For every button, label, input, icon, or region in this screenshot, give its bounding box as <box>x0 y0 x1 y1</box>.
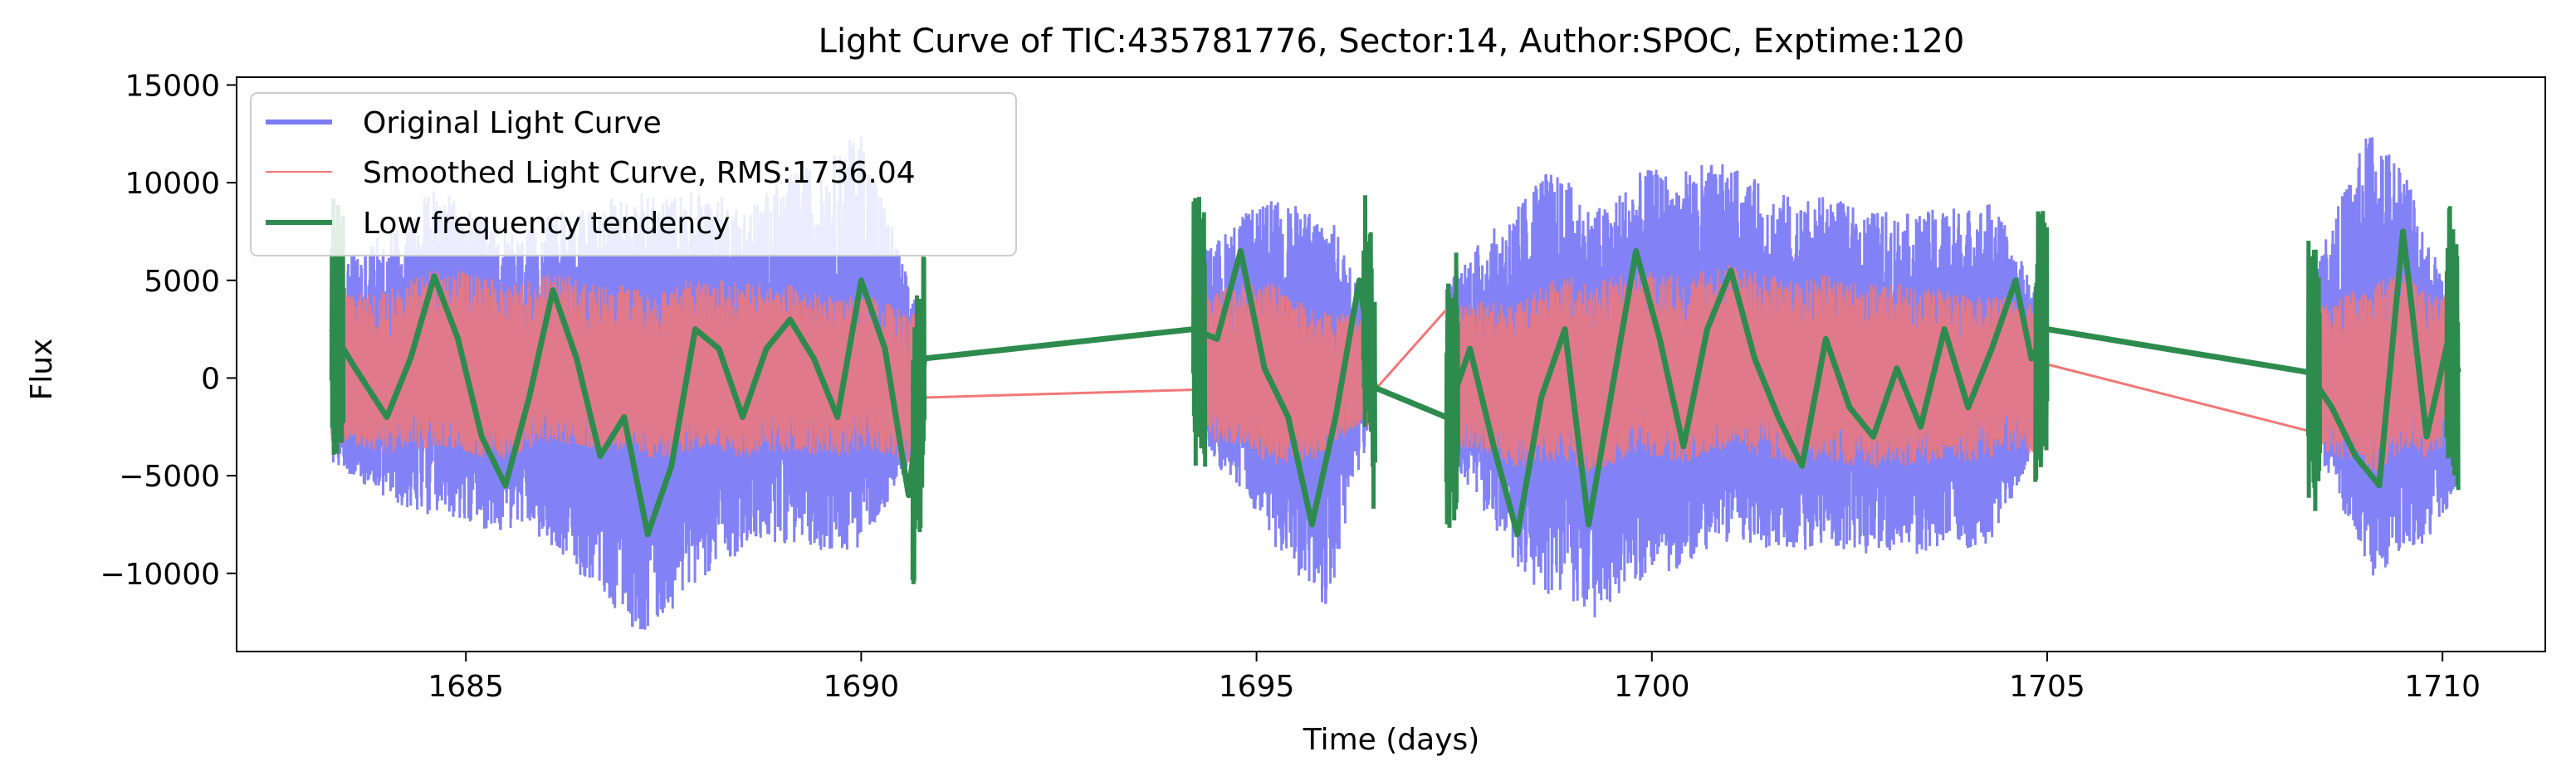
plot-frame <box>236 76 2546 652</box>
y-tick-label: −5000 <box>119 460 220 494</box>
x-tick-label: 1690 <box>824 670 900 704</box>
series-layer <box>329 135 2461 630</box>
tendency-edge-jitter <box>1190 197 1208 467</box>
tendency-edge-jitter <box>1361 195 1377 509</box>
series-low-frequency-tendency <box>329 195 2461 584</box>
series-smoothed-light-curve-rms-1736-04 <box>330 264 2460 472</box>
tendency-edge-jitter <box>2305 240 2323 511</box>
legend-box <box>250 92 1017 256</box>
tendency-line <box>329 228 2461 538</box>
tendency-edge-jitter <box>910 256 927 584</box>
x-tick-label: 1705 <box>2009 670 2085 704</box>
x-tick-label: 1700 <box>1614 670 1690 704</box>
tendency-edge-jitter <box>1444 252 1460 528</box>
tendency-edge-jitter <box>2033 211 2050 482</box>
tendency-edge-jitter <box>2444 206 2461 491</box>
y-tick-label: 10000 <box>125 167 220 201</box>
y-tick-label: 15000 <box>125 69 220 103</box>
x-tick-label: 1685 <box>428 670 504 704</box>
x-tick-label: 1695 <box>1219 670 1295 704</box>
x-tick-label: 1710 <box>2404 670 2481 704</box>
series-segment <box>1445 264 2049 472</box>
series-segment <box>2307 274 2460 471</box>
y-tick-label: −10000 <box>100 558 220 592</box>
legend-label-smoothed: Smoothed Light Curve, RMS:1736.04 <box>363 156 916 190</box>
legend-label-tendency: Low frequency tendency <box>363 207 730 241</box>
x-axis-label: Time (days) <box>1303 723 1480 757</box>
y-axis-label: Flux <box>25 339 59 401</box>
y-tick-label: 0 <box>201 362 220 396</box>
series-gap-link <box>1374 309 1448 391</box>
series-gap-link <box>924 388 1194 399</box>
legend-label-original: Original Light Curve <box>363 106 662 140</box>
chart-title: Light Curve of TIC:435781776, Sector:14,… <box>819 22 1965 61</box>
x-axis-ticks: 1685 1690 1695 1700 1705 1710 <box>428 652 2481 704</box>
y-tick-label: 5000 <box>144 265 220 299</box>
y-axis-ticks: −10000 −5000 0 5000 10000 15000 <box>100 69 237 592</box>
series-gap-link <box>2046 363 2309 432</box>
legend: Original Light Curve Smoothed Light Curv… <box>250 92 1017 256</box>
